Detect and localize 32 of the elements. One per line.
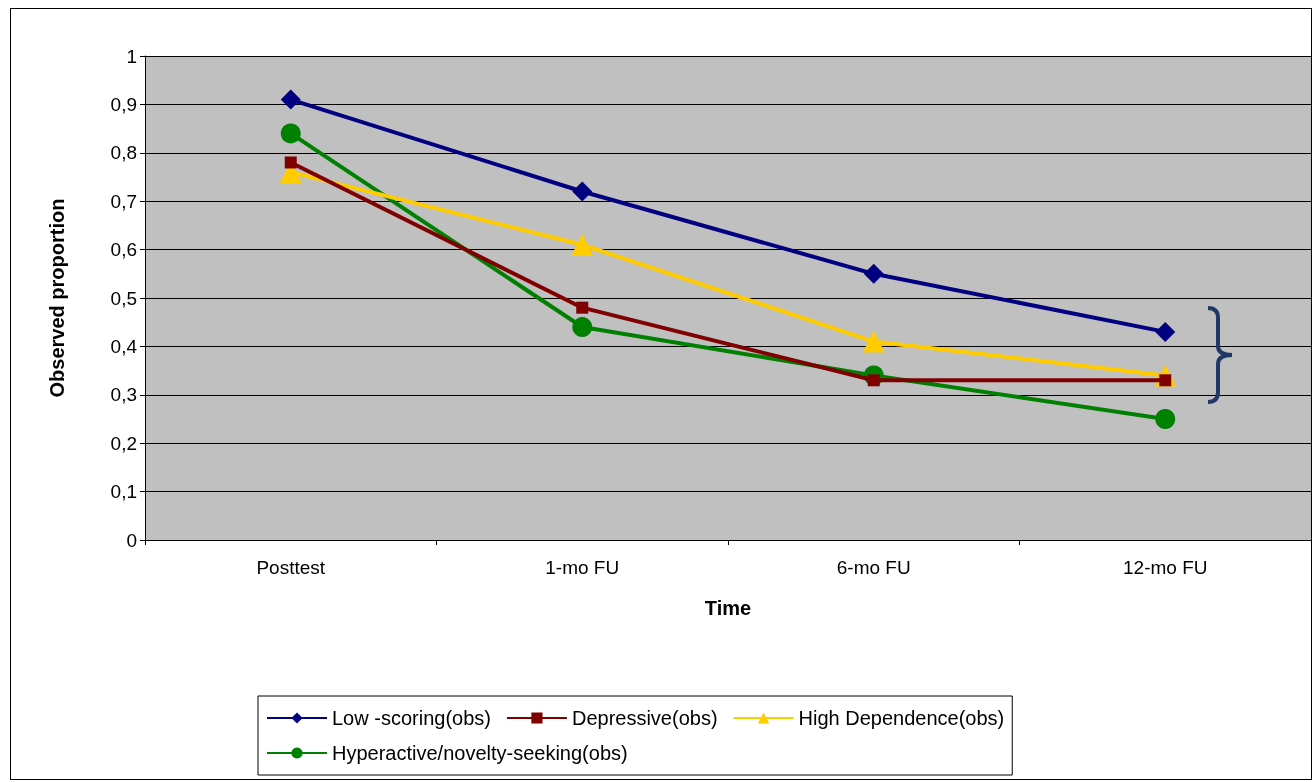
x-tick-label: 1-mo FU [545, 557, 620, 578]
y-tick-label: 0,2 [110, 432, 137, 454]
point [280, 123, 301, 144]
y-tick-label: 0 [126, 529, 137, 551]
y-axis-title: Observed proportion [46, 198, 68, 398]
point [1155, 321, 1176, 342]
y-tick-label: 0,8 [110, 142, 137, 164]
y-tick-label: 0,4 [110, 335, 138, 357]
point [571, 233, 594, 256]
point [862, 330, 885, 353]
legend-label: Depressive(obs) [571, 707, 718, 729]
y-tick-label: 0,5 [110, 287, 137, 309]
x-tick-label: Posttest [256, 557, 326, 578]
legend-label: High Dependence(obs) [798, 707, 1005, 729]
point [284, 156, 297, 169]
point [1155, 409, 1176, 429]
point [572, 317, 593, 338]
x-axis-title: Time [704, 597, 752, 619]
point [863, 263, 884, 284]
point [572, 181, 593, 202]
point [280, 89, 301, 110]
x-tick-label: 12-mo FU [1123, 557, 1208, 578]
y-tick-label: 0,6 [110, 239, 137, 261]
y-tick-label: 0,3 [110, 384, 137, 406]
legend-label: Hyperactive/novelty-seeking(obs) [332, 742, 628, 764]
y-tick-label: 0,7 [110, 190, 137, 212]
y-tick-label: 0,1 [110, 481, 137, 503]
x-tick-label: 6-mo FU [836, 557, 911, 578]
y-tick-label: 1 [126, 45, 137, 67]
y-tick-label: 0,9 [110, 93, 137, 115]
legend-label: Low -scoring(obs) [332, 707, 491, 729]
point [576, 301, 589, 314]
